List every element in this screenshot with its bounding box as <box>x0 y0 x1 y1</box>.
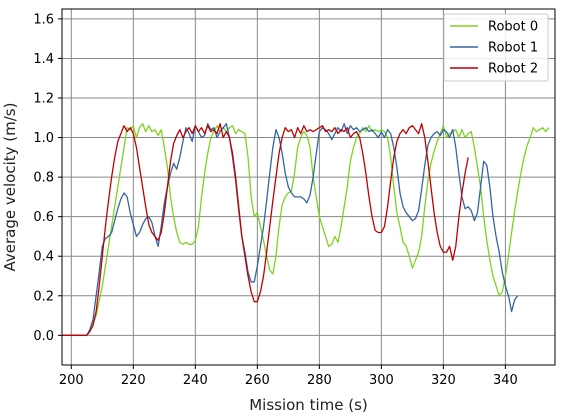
y-tick-label: 1.4 <box>33 52 54 67</box>
y-tick-label: 0.2 <box>33 289 54 304</box>
x-tick-label: 260 <box>245 373 270 388</box>
series-line-robot-0 <box>62 123 550 336</box>
axis-ticks: 200 220 240 260 280 300 320 340 0.0 0.2 0.4 0.6 0.8 1… <box>33 12 517 388</box>
series-lines <box>62 123 550 336</box>
x-axis-label: Mission time (s) <box>249 396 368 414</box>
legend-box <box>443 13 549 82</box>
y-tick-label: 1.0 <box>33 131 54 146</box>
x-tick-label: 320 <box>431 373 456 388</box>
x-tick-label: 280 <box>307 373 332 388</box>
y-tick-label: 1.6 <box>33 12 54 27</box>
y-tick-label: 0.6 <box>33 210 54 225</box>
y-axis-label: Average velocity (m/s) <box>1 103 19 272</box>
series-line-robot-1 <box>62 123 519 336</box>
x-tick-label: 340 <box>493 373 518 388</box>
x-tick-label: 200 <box>59 373 84 388</box>
legend-label-robot-0: Robot 0 <box>488 20 538 35</box>
series-line-robot-2 <box>62 123 469 336</box>
legend-label-robot-2: Robot 2 <box>488 62 538 77</box>
y-tick-label: 0.4 <box>33 250 54 265</box>
x-tick-label: 240 <box>183 373 208 388</box>
x-tick-label: 220 <box>121 373 146 388</box>
legend-label-robot-1: Robot 1 <box>488 41 538 56</box>
plot-frame <box>61 8 556 366</box>
legend: Robot 0 Robot 1 Robot 2 <box>443 13 549 82</box>
y-tick-label: 0.0 <box>33 329 54 344</box>
y-tick-label: 1.2 <box>33 92 54 107</box>
y-tick-label: 0.8 <box>33 171 54 186</box>
x-tick-label: 300 <box>369 373 394 388</box>
